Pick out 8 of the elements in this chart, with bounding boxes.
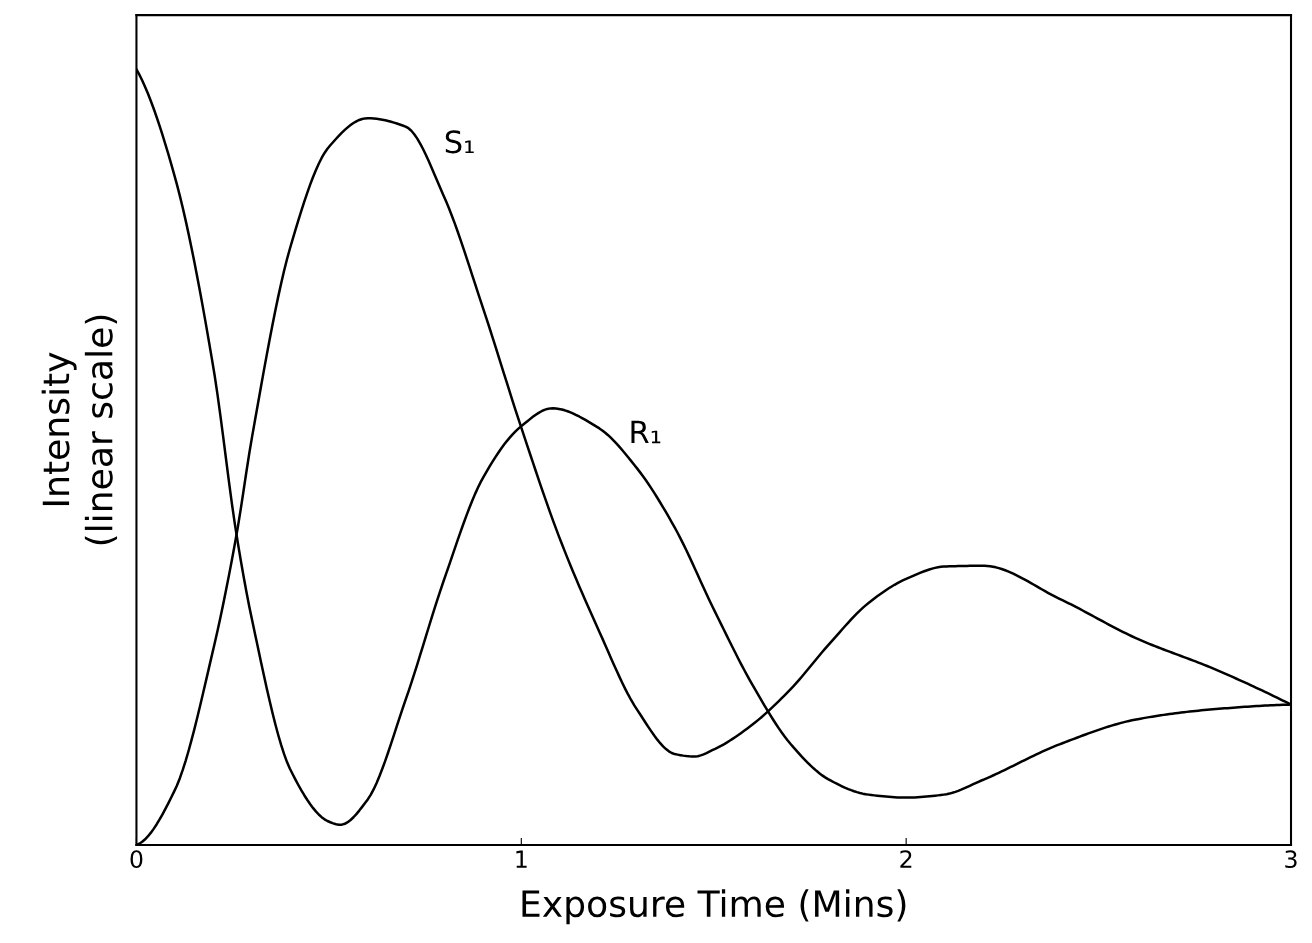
series-label: S₁ (445, 130, 474, 154)
x-axis-title: Exposure Time (Mins) (522, 889, 906, 925)
x-tick-label: 0 (130, 850, 143, 869)
x-tick-label: 3 (1285, 850, 1297, 869)
series-label: R₁ (631, 420, 661, 444)
x-tick-label: 1 (516, 850, 527, 868)
x-tick-label: 2 (900, 850, 912, 868)
y-axis-title: Intensity (linear scale) (41, 315, 118, 545)
